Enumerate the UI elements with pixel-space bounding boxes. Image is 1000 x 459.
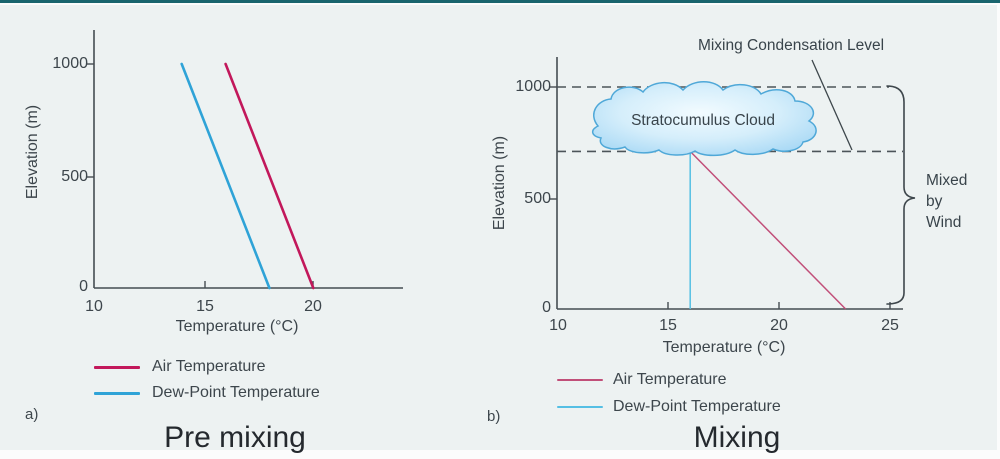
condensation-label-pointer-line bbox=[811, 59, 853, 151]
x-tick-15-a: 15 bbox=[196, 298, 214, 315]
top-accent-bar bbox=[0, 0, 1000, 3]
stratocumulus-cloud-shape bbox=[592, 81, 817, 157]
legend-dew-swatch-b bbox=[557, 406, 603, 408]
panel-letter-b: b) bbox=[487, 408, 501, 425]
mixed-by-wind-label-line3: Wind bbox=[926, 214, 962, 231]
panel-letter-a: a) bbox=[25, 406, 39, 423]
y-tick-0-a: 0 bbox=[79, 278, 88, 295]
x-tick-25-b: 25 bbox=[881, 317, 899, 334]
y-tick-1000-a: 1000 bbox=[52, 55, 88, 72]
stratocumulus-cloud-label: Stratocumulus Cloud bbox=[631, 112, 775, 129]
air-temperature-line-a bbox=[224, 62, 315, 290]
legend-air-label-a: Air Temperature bbox=[152, 358, 266, 375]
x-tick-15-b: 15 bbox=[659, 317, 677, 334]
legend-dew-label-b: Dew-Point Temperature bbox=[613, 398, 781, 415]
chart-title-b: Mixing bbox=[693, 421, 781, 454]
x-tick-20-a: 20 bbox=[304, 298, 322, 315]
x-axis-title-a: Temperature (°C) bbox=[175, 318, 299, 335]
x-axis-title-b: Temperature (°C) bbox=[662, 339, 786, 356]
chart-title-a: Pre mixing bbox=[164, 421, 306, 454]
mixed-by-wind-label-line2: by bbox=[926, 193, 943, 210]
dew-point-line-a bbox=[180, 62, 271, 290]
mixed-by-wind-brace bbox=[886, 85, 916, 305]
legend-dew-swatch-a bbox=[94, 392, 140, 395]
y-axis-title-b: Elevation (m) bbox=[491, 135, 508, 231]
legend-air-label-b: Air Temperature bbox=[613, 371, 727, 388]
y-tick-500-b: 500 bbox=[524, 190, 551, 207]
legend-dew-label-a: Dew-Point Temperature bbox=[152, 384, 320, 401]
x-tick-20-b: 20 bbox=[770, 317, 788, 334]
legend-air-swatch-b bbox=[557, 379, 603, 381]
y-tick-1000-b: 1000 bbox=[515, 78, 551, 95]
y-tick-0-b: 0 bbox=[542, 299, 551, 316]
x-tick-10-a: 10 bbox=[85, 298, 103, 315]
mixed-by-wind-label-line1: Mixed bbox=[926, 172, 968, 189]
figure-background bbox=[0, 5, 997, 450]
y-tick-500-a: 500 bbox=[61, 168, 88, 185]
x-tick-10-b: 10 bbox=[549, 317, 567, 334]
tick-marks-a bbox=[86, 63, 314, 288]
legend-air-swatch-a bbox=[94, 366, 140, 369]
mixing-condensation-level-label: Mixing Condensation Level bbox=[697, 37, 885, 54]
air-temperature-line-b bbox=[689, 150, 847, 310]
